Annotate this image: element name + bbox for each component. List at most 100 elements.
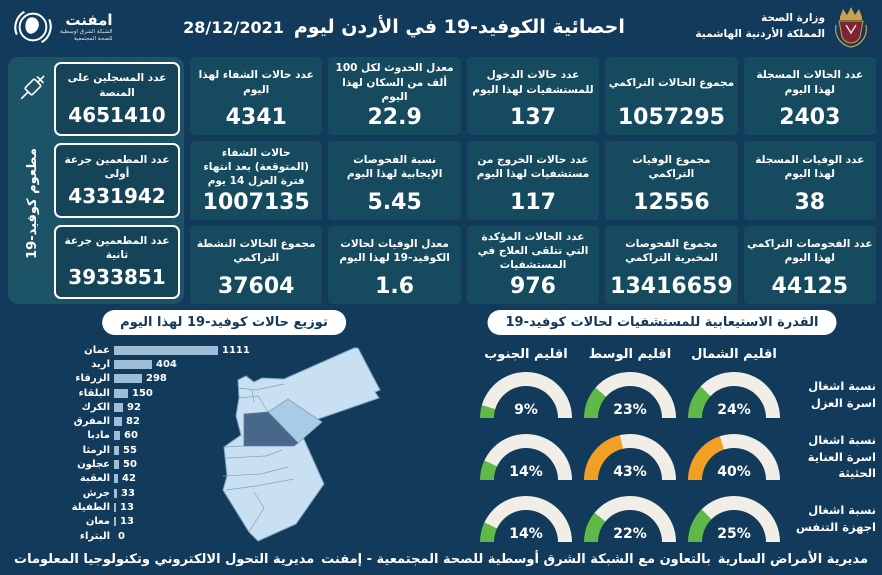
emphnet-logo: امفنت الشبكة الشرق اوسطية للصحة المجتمعي… [12, 6, 113, 48]
vaccination-card: عدد المطعمين جرعة أولى 4331942 [54, 143, 180, 218]
vaccination-card-value: 4651410 [68, 102, 166, 127]
vaccination-card-value: 3933851 [68, 265, 166, 290]
gauge-cell: 22% [578, 490, 682, 548]
stat-card-value: 976 [510, 274, 556, 299]
stat-card-value: 5.45 [367, 189, 422, 215]
stat-card-label: معدل الحدوث لكل 100 ألف من السكان لهذا ا… [335, 62, 454, 103]
stat-card-value: 137 [510, 105, 556, 131]
bar-row: البلقاء 150 [60, 386, 250, 400]
vaccination-cards: عدد المسجلين على المنصة 4651410 عدد المط… [54, 62, 180, 299]
gauge: 14% [480, 496, 572, 542]
stat-card-value: 44125 [771, 274, 849, 299]
bar [114, 417, 122, 427]
bar-value: 404 [156, 358, 177, 370]
gauge-value: 9% [514, 402, 538, 418]
moh-name-line1: وزارة الصحة [761, 12, 825, 25]
bar-value: 50 [123, 459, 137, 471]
corner-cell [786, 338, 876, 362]
vaccinated-side-label: مطعوم كوفيد-19 [24, 148, 40, 259]
hospital-capacity-title: القدرة الاستيعابية للمستشفيات لحالات كوف… [487, 310, 837, 335]
gauge-value: 14% [509, 464, 543, 480]
bar-label: معان [85, 516, 110, 528]
region-header: اقليم الشمال [691, 347, 777, 362]
stat-card: مجموع الحالات التراكمي 1057295 [605, 57, 738, 136]
stat-card-label: نسبة الفحوصات الإيجابية لهذا اليوم [346, 153, 443, 180]
jordan-outline-shape [222, 347, 381, 542]
bar-value: 150 [132, 387, 153, 399]
bar [114, 359, 152, 369]
stat-card: مجموع الحالات النشطة التراكمي 37604 [190, 225, 323, 304]
stat-card: معدل الحدوث لكل 100 ألف من السكان لهذا ا… [328, 57, 461, 136]
bar-row: مادبا 60 [60, 429, 250, 443]
bar-value: 60 [124, 430, 138, 442]
bar [114, 460, 119, 470]
bar-value: 55 [123, 444, 137, 456]
bar [114, 517, 116, 527]
stat-card-value: 117 [510, 189, 556, 215]
bar [114, 402, 123, 412]
bar-row: عمان 1111 [60, 343, 250, 357]
footer-right: مديرية الأمراض السارية [717, 551, 868, 567]
gauge: 9% [480, 372, 572, 418]
bar-row: عجلون 50 [60, 457, 250, 471]
capacity-gauge-grid: اقليم الشمال اقليم الوسط اقليم الجنوب نسبة … [474, 338, 876, 548]
bar-value: 82 [126, 416, 140, 428]
region-header: اقليم الجنوب [484, 347, 568, 362]
vaccination-card-label: عدد المطعمين جرعة ثانية [64, 235, 170, 262]
report-date: 28/12/2021 [183, 17, 284, 37]
vaccination-card-value: 4331942 [68, 184, 166, 209]
stat-card-label: عدد الوفيات المسجلة لهذا اليوم [755, 153, 865, 180]
gauge-value: 14% [509, 526, 543, 542]
bar-row: جرش 33 [60, 486, 250, 500]
stat-card-label: مجموع الوفيات التراكمي [632, 153, 711, 180]
region-header: اقليم الوسط [588, 347, 672, 362]
gauge-cell: 14% [474, 490, 578, 548]
stat-card-label: معدل الوفيات لحالات الكوفيد-19 لهذا اليو… [339, 238, 450, 265]
gauge-cell: 40% [682, 428, 786, 486]
capacity-row-label: نسبة اشغال اسرة العناية الحثيثة [807, 432, 876, 481]
bar-value: 0 [118, 530, 125, 542]
stat-card-label: مجموع الفحوصات المخبرية التراكمي [625, 238, 718, 265]
bar-value: 42 [122, 473, 136, 485]
gauge-value: 22% [613, 526, 647, 542]
stat-card-label: عدد حالات الشفاء لهذا اليوم [198, 69, 314, 96]
bar [114, 474, 118, 484]
stat-card-label: مجموع الحالات النشطة التراكمي [196, 238, 316, 265]
bar-label: عجلون [77, 459, 110, 471]
vaccination-card: عدد المسجلين على المنصة 4651410 [54, 62, 180, 137]
stat-card-label: عدد الحالات المسجلة لهذا اليوم [756, 69, 864, 96]
gauge: 22% [584, 496, 676, 542]
gauge: 24% [688, 372, 780, 418]
gauge: 25% [688, 496, 780, 542]
gauge: 43% [584, 434, 676, 480]
stat-card-label: عدد حالات الخروج من مستشفيات لهذا اليوم [476, 153, 590, 180]
emphnet-sub1: الشبكة الشرق اوسطية [60, 28, 113, 35]
bar-row: المفرق 82 [60, 414, 250, 428]
bar [114, 445, 119, 455]
bar-row: العقبة 42 [60, 472, 250, 486]
vaccination-card-label: عدد المطعمين جرعة أولى [64, 153, 170, 180]
bar [114, 388, 128, 398]
stat-card: مجموع الوفيات التراكمي 12556 [605, 141, 738, 220]
bar [114, 345, 218, 355]
bar-label: مادبا [87, 430, 110, 442]
jordan-map [222, 347, 381, 542]
amman-shape [243, 411, 299, 447]
governorate-borders [222, 383, 295, 533]
bar-value: 1111 [222, 344, 250, 356]
case-distribution-title: توزيع حالات كوفيد-19 لهذا اليوم [102, 310, 346, 335]
bar-label: البلقاء [78, 387, 110, 399]
bar-label: الكرك [81, 401, 110, 413]
bar-row: الكرك 92 [60, 400, 250, 414]
gauge: 14% [480, 434, 572, 480]
vaccination-panel: مطعوم كوفيد-19 عدد المسجلين على المنصة 4… [8, 57, 184, 304]
stat-card: نسبة الفحوصات الإيجابية لهذا اليوم 5.45 [328, 141, 461, 220]
capacity-row-label: نسبة اشغال اجهزة التنفس [796, 503, 876, 534]
stat-card-value: 37604 [217, 274, 295, 299]
stat-card: معدل الوفيات لحالات الكوفيد-19 لهذا اليو… [328, 225, 461, 304]
hospital-capacity-panel: القدرة الاستيعابية للمستشفيات لحالات كوف… [446, 306, 878, 548]
bar-row: البتراء 0 [60, 529, 250, 543]
gauge-cell: 25% [682, 490, 786, 548]
case-distribution-panel: توزيع حالات كوفيد-19 لهذا اليوم عمان 111… [8, 306, 440, 548]
